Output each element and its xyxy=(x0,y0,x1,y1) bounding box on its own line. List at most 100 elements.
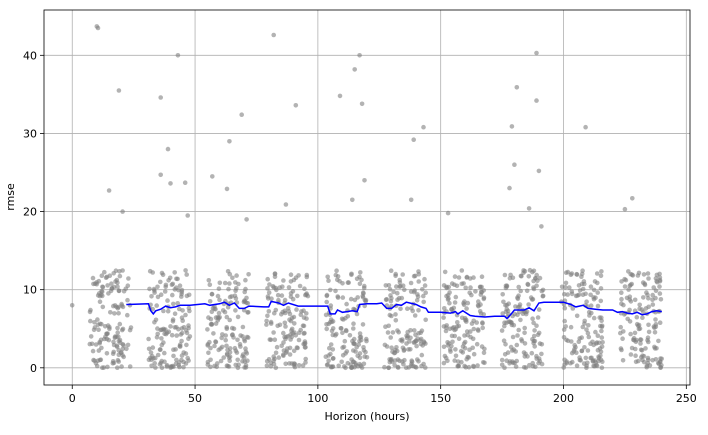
data-point xyxy=(449,306,455,312)
data-point xyxy=(340,330,345,336)
data-point xyxy=(643,346,648,351)
data-point xyxy=(597,346,603,351)
data-point xyxy=(171,301,176,307)
data-point xyxy=(626,287,631,292)
data-point xyxy=(159,336,164,341)
data-point xyxy=(217,280,223,286)
data-point xyxy=(357,331,363,336)
data-point xyxy=(104,351,110,356)
data-point xyxy=(334,331,339,337)
data-point xyxy=(295,293,300,299)
data-point xyxy=(402,287,407,293)
data-point xyxy=(462,345,468,351)
data-point xyxy=(468,285,473,290)
data-point xyxy=(267,337,273,342)
data-point xyxy=(235,337,240,343)
data-point xyxy=(348,296,354,302)
data-point xyxy=(395,290,400,296)
data-point xyxy=(634,314,640,320)
data-point xyxy=(441,315,446,320)
data-point xyxy=(92,320,97,325)
data-point xyxy=(69,303,75,308)
data-point xyxy=(534,98,539,103)
data-point xyxy=(272,310,277,316)
data-point xyxy=(628,331,633,337)
data-point xyxy=(115,330,120,335)
data-point xyxy=(351,336,357,342)
data-point xyxy=(459,315,465,321)
data-point xyxy=(593,295,598,301)
data-point xyxy=(351,321,356,327)
data-point xyxy=(347,333,353,338)
data-point xyxy=(107,325,112,330)
data-point xyxy=(240,334,245,339)
data-point xyxy=(442,306,447,311)
data-point xyxy=(478,311,484,316)
data-point xyxy=(396,329,402,335)
data-point xyxy=(461,281,466,286)
data-point xyxy=(386,365,391,371)
data-point xyxy=(473,289,478,294)
data-point xyxy=(540,293,546,299)
data-point xyxy=(281,352,286,358)
data-point xyxy=(300,363,306,368)
data-point xyxy=(243,286,248,292)
data-point xyxy=(412,328,417,333)
data-point xyxy=(563,324,568,329)
data-point xyxy=(161,308,166,314)
data-point xyxy=(128,325,134,330)
data-point xyxy=(289,328,294,333)
data-point xyxy=(522,341,528,346)
data-point xyxy=(406,347,411,352)
data-point xyxy=(479,274,485,280)
data-point xyxy=(230,275,235,281)
data-point xyxy=(393,318,399,323)
data-point xyxy=(404,335,410,341)
data-point xyxy=(499,362,505,368)
data-point xyxy=(393,273,398,279)
data-point xyxy=(288,337,293,342)
data-point xyxy=(634,321,640,327)
data-point xyxy=(384,297,390,302)
data-point xyxy=(530,360,535,366)
data-point xyxy=(360,322,366,327)
data-point xyxy=(622,284,628,289)
data-point xyxy=(153,365,158,370)
data-point xyxy=(330,332,336,338)
data-point xyxy=(513,304,518,309)
data-point xyxy=(100,284,106,290)
data-point xyxy=(646,276,651,281)
data-point xyxy=(220,332,225,337)
data-point xyxy=(501,338,507,344)
data-point xyxy=(105,283,110,288)
data-point xyxy=(110,351,116,357)
data-point xyxy=(235,314,241,320)
data-point xyxy=(403,365,409,371)
data-point xyxy=(577,355,582,360)
data-point xyxy=(585,330,591,336)
data-point xyxy=(119,327,125,333)
data-point xyxy=(152,290,157,295)
data-point xyxy=(452,358,458,363)
data-point xyxy=(181,350,186,355)
data-point xyxy=(155,294,161,300)
data-point xyxy=(398,306,403,312)
data-point xyxy=(422,283,428,288)
data-point xyxy=(266,290,272,295)
data-point xyxy=(326,278,331,284)
data-point xyxy=(224,325,229,330)
data-point xyxy=(212,343,217,349)
data-point xyxy=(180,318,185,324)
data-point xyxy=(97,299,103,305)
data-point xyxy=(330,347,336,352)
data-point xyxy=(116,288,122,294)
data-point xyxy=(227,346,233,351)
data-point xyxy=(509,124,515,129)
data-point xyxy=(599,328,604,334)
data-point xyxy=(462,299,467,304)
data-point xyxy=(638,337,644,343)
data-point xyxy=(328,342,334,347)
data-point xyxy=(480,325,486,331)
data-point xyxy=(524,288,530,294)
data-point xyxy=(514,358,519,364)
